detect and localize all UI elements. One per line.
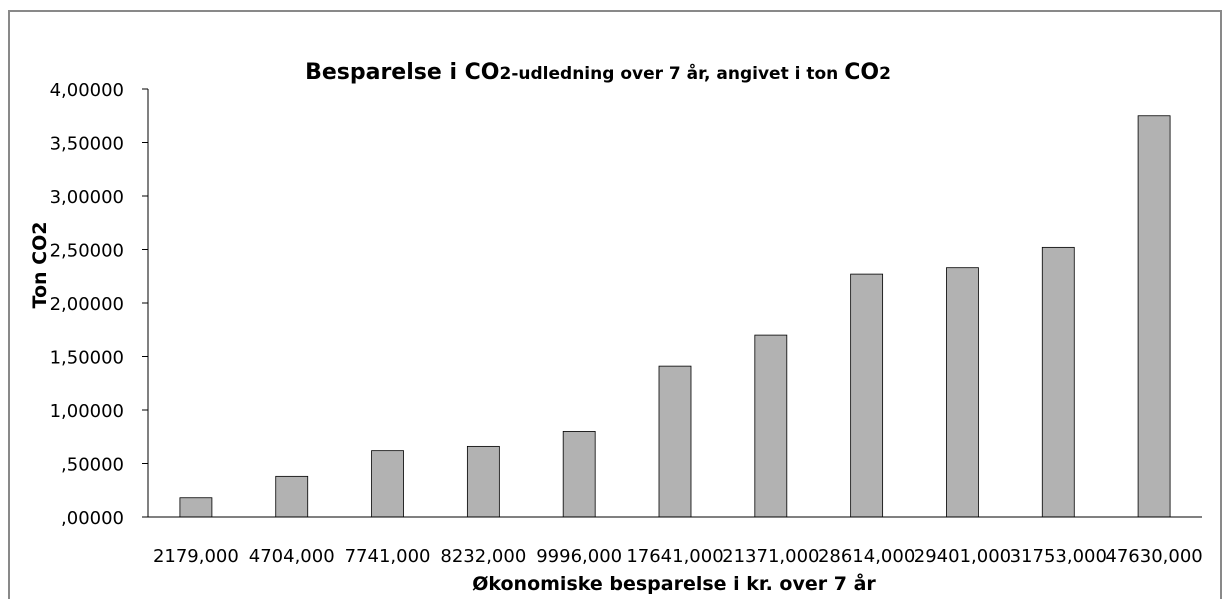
x-tick-label: 8232,000 [440,546,526,567]
x-tick-label: 28614,000 [818,546,915,567]
x-tick-label: 7741,000 [345,546,431,567]
y-tick-label: 1,50000 [50,348,124,369]
bar [754,334,788,518]
x-axis-ticks: 2179,000 4704,000 7741,000 8232,000 9996,000… [153,546,1203,567]
bar [658,365,692,518]
x-tick-label: 21371,000 [722,546,819,567]
x-tick-label: 9996,000 [536,546,622,567]
y-tick-label: 2,50000 [50,241,124,262]
chart-title-part: Besparelse i [305,60,465,85]
x-tick-label: 31753,000 [1010,546,1107,567]
bar [371,450,404,518]
bar [1137,115,1171,518]
bar [562,430,596,518]
bar [946,267,979,518]
x-axis-title: Økonomiske besparelse i kr. over 7 år [472,571,876,595]
y-axis-title: Ton CO2 [29,222,51,309]
y-tick-label: 4,00000 [50,80,124,101]
bar [466,445,500,518]
bar [850,273,884,518]
y-tick-label: ,50000 [61,455,124,476]
y-tick-label: 3,00000 [50,187,124,208]
x-tick-label: 29401,000 [914,546,1011,567]
y-tick-label: 2,00000 [50,294,124,315]
axes [147,89,1202,518]
chart-title-part: CO [844,60,879,85]
x-tick-label: 2179,000 [153,546,239,567]
chart-title: Besparelse i CO2-udledning over 7 år, an… [305,60,891,85]
x-tick-label: 4704,000 [249,546,335,567]
y-tick-label: ,00000 [61,508,124,529]
y-axis-ticks: ,00000 ,50000 1,00000 1,50000 2,00000 2,50000… [50,80,148,529]
chart-title-part: 2-udledning over 7 år, angivet i ton [500,62,845,84]
bar [179,497,213,518]
chart-title-part: 2 [879,64,891,84]
bars-group [179,115,1171,518]
chart-title-part: CO [465,60,500,85]
y-tick-label: 1,00000 [50,401,124,422]
bar [1041,246,1075,518]
x-tick-label: 17641,000 [626,546,723,567]
y-tick-label: 3,50000 [50,134,124,155]
bar [275,475,309,518]
x-tick-label: 47630,000 [1105,546,1202,567]
